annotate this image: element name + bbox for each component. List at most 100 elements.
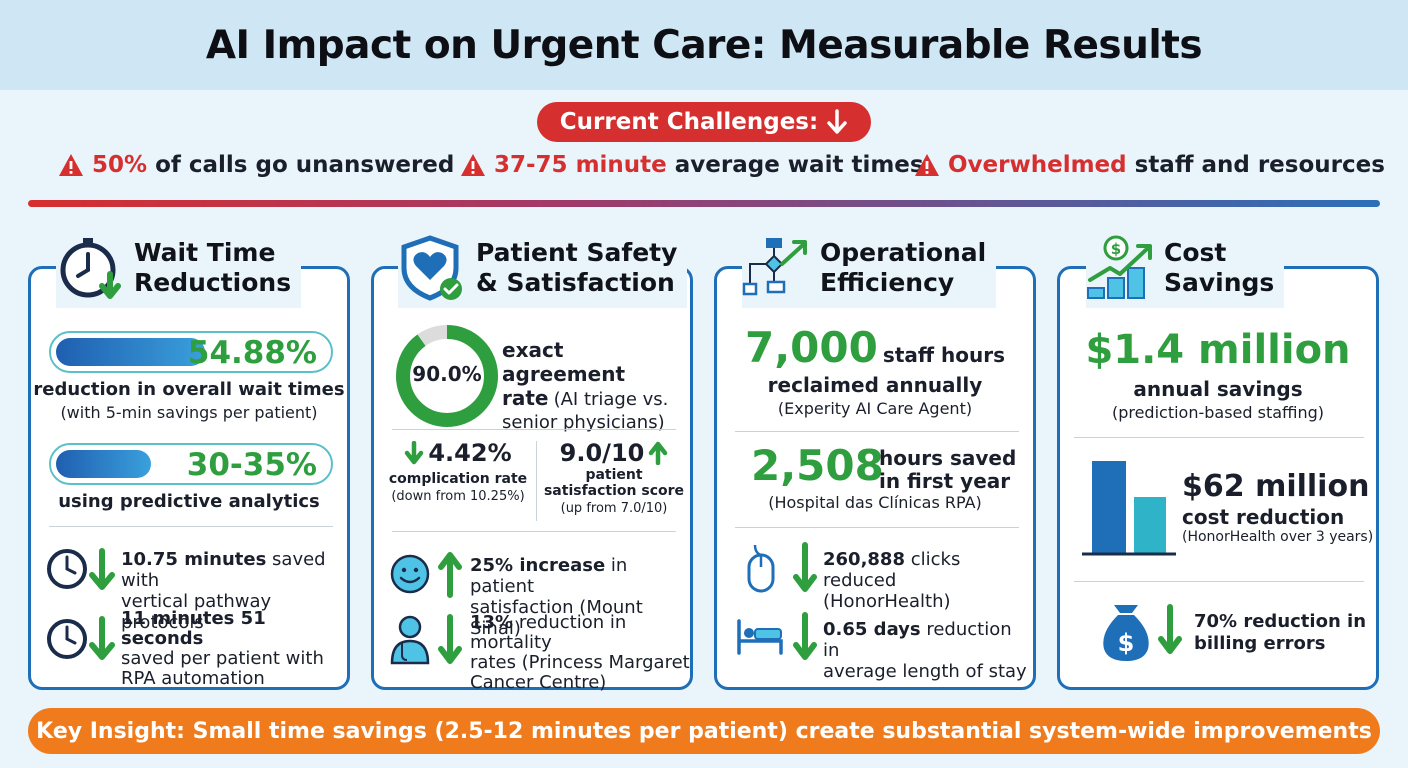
card-safety-title: Patient Safety & Satisfaction [476,238,678,297]
hospital-bed-icon [737,612,817,660]
wait-bar-2-value: 30-35% [186,447,317,483]
wait-bar-1-fill [56,338,205,366]
ops-item-2-line2: average length of stay [823,661,1027,682]
divider [49,526,333,527]
safety-item-2-line3: Cancer Centre) [470,672,607,693]
card-cost-header: $ Cost Savings [1086,228,1285,308]
divider-gradient [28,200,1380,207]
ops-stat-2-labels: hours saved in first year [879,447,1016,493]
ops-stat-2-label-1: hours saved [879,446,1017,470]
divider [735,527,1019,528]
card-wait-time: 54.88% reduction in overall wait times (… [28,266,350,690]
cost-stat-1-note: (prediction-based staffing) [1111,403,1325,422]
complication-stat: 4.42% complication rate (down from 10.25… [382,439,534,519]
clock-icon [47,616,115,660]
smiley-icon [390,552,462,598]
agreement-bold-2: rate [502,386,549,410]
wait-item-2: 11 minutes 51 seconds saved per patient … [121,609,347,689]
flowchart-icon [742,238,807,296]
divider [1074,437,1364,438]
challenge-highlight: 37-75 minute [494,152,667,178]
ops-stat-1-label-2: reclaimed annually [767,373,983,397]
safety-item-2-rest: reduction in mortality [470,612,627,653]
cost-item-1: 70% reduction in billing errors [1194,611,1366,655]
agreement-line3: senior physicians) [502,412,665,433]
wait-item-2-bold: 11 minutes 51 seconds [121,608,266,649]
card-safety-header: Patient Safety & Satisfaction [398,228,688,308]
challenge-item: 37-75 minute average wait times [460,152,924,178]
wait-item-1-bold: 10.75 minutes [121,549,267,570]
divider [1074,581,1364,582]
ops-stat-1-note: (Experity AI Care Agent) [777,399,973,418]
arrow-down-icon [405,441,424,465]
page-title: AI Impact on Urgent Care: Measurable Res… [205,22,1203,68]
clock-icon [47,548,115,590]
divider [735,431,1019,432]
cost-bar-chart-icon [1082,461,1176,556]
challenge-highlight: Overwhelmed [948,152,1127,178]
wait-bar-2-label: using predictive analytics [58,491,320,512]
safety-item-2: 13% reduction in mortality rates (Prince… [470,613,692,693]
agreement-bold-1: exact agreement [502,338,626,386]
ops-item-1-line2: (HonorHealth) [823,591,951,612]
wait-bar-1-label: reduction in overall wait times [33,379,345,400]
wait-bar-2: 30-35% [49,443,333,485]
warning-icon [915,154,939,176]
divider [392,429,676,430]
agreement-ring [396,325,498,427]
challenge-item: 50% of calls go unanswered [58,152,454,178]
safety-item-1-line2: satisfaction (Mount Sinai) [470,597,643,639]
wait-bar-1-value: 54.88% [187,335,317,371]
ops-item-2-bold: 0.65 days [823,619,921,640]
card-cost-title: Cost Savings [1164,238,1275,297]
svg-text:$: $ [1118,629,1135,657]
satisfaction-value: 9.0/10 [559,439,645,467]
stopwatch-icon [60,238,121,299]
wait-item-1: 10.75 minutes saved with vertical pathwa… [121,549,347,633]
ops-stat-2-value: 2,508 [751,441,884,490]
wait-item-1-line2: vertical pathway protocols [121,591,272,633]
card-operational: 7,000 staff hours reclaimed annually (Ex… [714,266,1036,690]
challenges-row: 50% of calls go unanswered 37-75 minute … [0,152,1408,186]
wait-item-1-rest: saved with [121,549,326,591]
safety-item-1-rest: in patient [470,555,628,597]
shield-heart-icon [401,235,462,301]
complication-label: complication rate [388,471,528,487]
ops-item-1: 260,888 clicks reduced (HonorHealth) [823,549,1033,612]
cost-item-1-line1: 70% reduction in [1194,611,1367,632]
ops-item-2-rest: reduction in [823,619,1012,661]
challenge-text: of calls go unanswered [155,152,455,178]
challenge-text: average wait times [674,152,924,178]
card-cost-savings: $1.4 million annual savings (prediction-… [1057,266,1379,690]
safety-item-2-bold: 13% [470,612,514,633]
safety-item-1: 25% increase in patient satisfaction (Mo… [470,555,692,639]
money-bag-icon: $ [1103,604,1182,661]
agreement-ring-value: 90.0% [412,362,482,386]
satisfaction-stat: 9.0/10 patient satisfaction score (up fr… [538,439,690,525]
card-wait-title: Wait Time Reductions [134,238,292,297]
wait-bar-2-fill [56,450,151,478]
cost-stat-1-label: annual savings [1133,377,1303,401]
ops-stat-2-label-2: in first year [879,469,1011,493]
safety-item-2-line2: rates (Princess Margaret [470,652,690,673]
divider-vertical [536,441,537,521]
card-patient-safety: 90.0% exact agreement rate (AI triage vs… [371,266,693,693]
complication-note: (down from 10.25%) [391,489,525,504]
key-insight-text: Key Insight: Small time savings (2.5-12 … [36,718,1372,744]
challenge-text: staff and resources [1134,152,1385,178]
svg-text:$: $ [1111,240,1121,258]
ops-item-1-rest: clicks reduced [823,549,961,591]
key-insight-banner: Key Insight: Small time savings (2.5-12 … [28,708,1380,754]
card-ops-title: Operational Efficiency [820,238,987,297]
arrow-up-icon [649,441,668,465]
doctor-icon [390,614,462,665]
challenge-highlight: 50% [92,152,148,178]
ops-stat-1-label: staff hours [882,343,1006,367]
cost-stat-1-value: $1.4 million [1085,327,1351,373]
ops-item-1-bold: 260,888 [823,549,905,570]
challenge-item: Overwhelmed staff and resources [914,152,1385,178]
card-ops-header: Operational Efficiency [742,228,997,308]
cost-stat-2-value: $62 million [1182,469,1370,504]
divider [392,531,676,532]
challenges-label: Current Challenges: [559,109,819,135]
